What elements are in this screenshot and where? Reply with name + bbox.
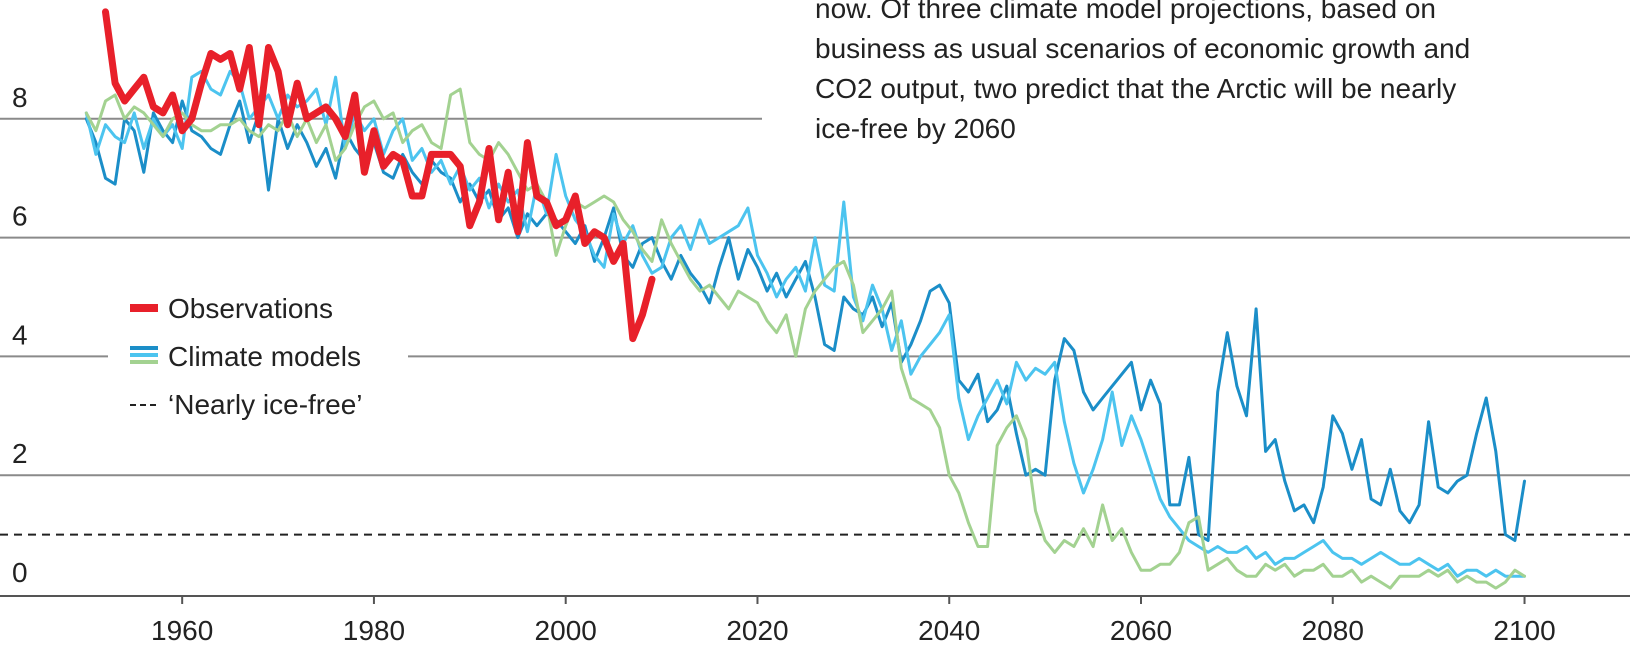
y-tick-label: 0 [12, 557, 28, 588]
series-line [84, 99, 1526, 542]
x-tick-label: 2060 [1110, 615, 1172, 646]
annotation: ice-free by 2060 [815, 113, 1016, 144]
y-tick-label: 8 [12, 82, 28, 113]
x-tick-label: 2080 [1302, 615, 1364, 646]
annotation: CO2 output, two predict that the Arctic … [815, 73, 1456, 104]
annotation-backdrop [762, 95, 1630, 140]
x-tick-label: 2040 [918, 615, 980, 646]
y-tick-label: 4 [12, 319, 28, 350]
x-tick-label: 2000 [535, 615, 597, 646]
series-line [102, 8, 656, 343]
x-tick-label: 2100 [1493, 615, 1555, 646]
series-line [84, 87, 1526, 590]
x-tick-label: 1960 [151, 615, 213, 646]
y-tick-label: 2 [12, 438, 28, 469]
annotation: now. Of three climate model projections,… [815, 0, 1436, 24]
foreground: 0 2 4 6 8 1960 1980 2000 2020 2040 2060 2080 2100 now… [12, 0, 1556, 646]
y-tick-label: 6 [12, 201, 28, 232]
legend-label: Climate models [168, 341, 361, 372]
legend-label: ‘Nearly ice-free’ [168, 389, 363, 420]
x-tick-label: 1980 [343, 615, 405, 646]
lines [84, 8, 1526, 590]
x-tick-label: 2020 [726, 615, 788, 646]
annotation: business as usual scenarios of economic … [815, 33, 1470, 64]
legend-label: Observations [168, 293, 333, 324]
